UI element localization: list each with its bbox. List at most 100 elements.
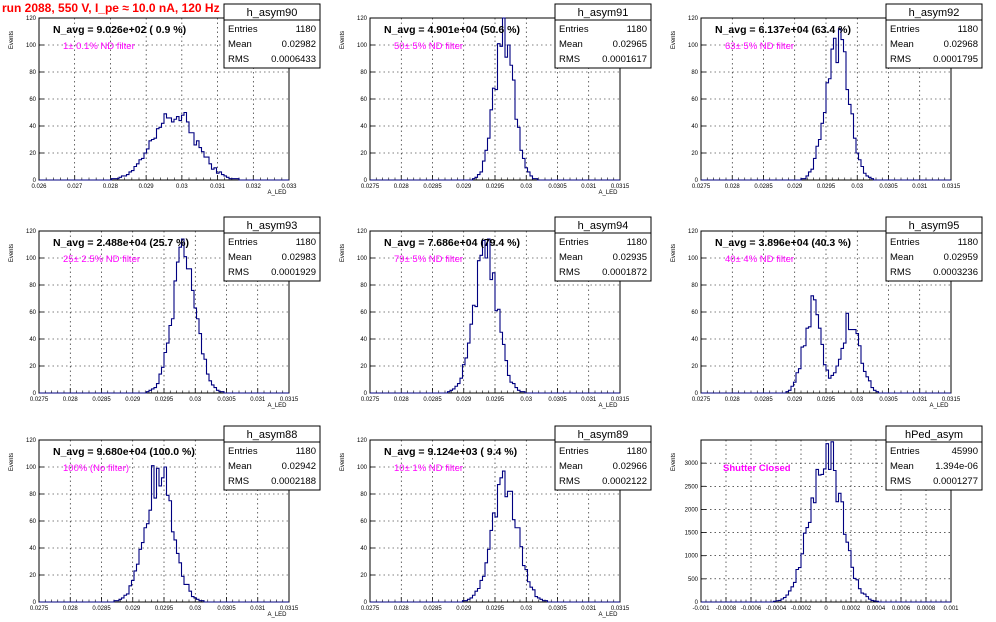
filter-annotation: 40± 4% ND filter: [725, 254, 794, 265]
stats-label: Entries: [228, 24, 258, 35]
x-tick-label: 0.03: [176, 184, 188, 190]
y-tick-label: 40: [29, 546, 36, 552]
x-axis-label: A_LED: [598, 612, 618, 618]
y-tick-label: 60: [29, 97, 36, 103]
y-tick-label: 40: [360, 337, 367, 343]
histogram-series-h_asym94: [370, 238, 620, 394]
y-tick-label: 80: [29, 70, 36, 76]
stats-label: RMS: [559, 476, 580, 487]
x-tick-label: 0.0305: [879, 397, 898, 403]
histogram-name: hPed_asym: [905, 429, 963, 441]
y-tick-label: 100: [688, 43, 699, 49]
stats-label: RMS: [890, 267, 911, 278]
y-axis-label: Events: [671, 244, 677, 262]
y-tick-label: 120: [357, 16, 368, 22]
x-tick-label: 0: [824, 606, 828, 612]
stats-value: 0.02935: [613, 252, 647, 263]
filter-annotation: 79± 5% ND filter: [394, 254, 463, 265]
x-tick-label: 0.0004: [867, 606, 886, 612]
y-tick-label: 100: [26, 43, 37, 49]
x-tick-label: 0.0305: [217, 606, 236, 612]
stats-value: 0.0001872: [602, 267, 647, 278]
x-axis-label: A_LED: [267, 403, 287, 409]
x-tick-label: 0.0275: [361, 397, 380, 403]
histogram-panel-h_asym94: 0.0275 0.028 0.0285 0.029 0.0295 0.03 0.0305 0.…: [340, 216, 652, 409]
y-axis-label: Events: [9, 31, 15, 49]
x-tick-label: -0.0006: [741, 606, 762, 612]
stats-label: RMS: [890, 54, 911, 65]
x-tick-label: 0.0295: [155, 606, 174, 612]
x-tick-label: 0.03: [520, 397, 532, 403]
stats-value: 0.02983: [282, 252, 316, 263]
y-tick-label: 20: [360, 573, 367, 579]
stats-value: 0.0001617: [602, 54, 647, 65]
x-tick-label: 0.0315: [942, 184, 961, 190]
stats-value: 1180: [958, 237, 978, 248]
stats-box: [885, 216, 983, 282]
x-tick-label: 0.0295: [155, 397, 174, 403]
x-tick-label: 0.0315: [611, 184, 630, 190]
x-tick-label: 0.031: [912, 184, 928, 190]
stats-value: 0.02942: [282, 461, 316, 472]
x-axis-label: A_LED: [598, 190, 618, 196]
stats-label: Entries: [890, 237, 920, 248]
y-tick-label: 80: [29, 492, 36, 498]
y-tick-label: 0: [364, 600, 368, 606]
y-tick-label: 80: [360, 492, 367, 498]
histogram-name: h_asym94: [578, 220, 629, 232]
stats-box: [885, 3, 983, 69]
navg-text: N_avg = 4.901e+04 (50.6 %): [384, 24, 520, 36]
x-tick-label: 0.03: [189, 397, 201, 403]
stats-label: Entries: [890, 446, 920, 457]
y-tick-label: 60: [360, 310, 367, 316]
stats-value: 0.0001795: [933, 54, 978, 65]
navg-text: N_avg = 7.686e+04 (79.4 %): [384, 237, 520, 249]
y-tick-label: 120: [26, 438, 37, 444]
x-tick-label: 0.031: [250, 397, 266, 403]
x-tick-label: 0.033: [281, 184, 297, 190]
y-tick-label: 1500: [685, 531, 699, 537]
stats-label: RMS: [890, 476, 911, 487]
x-tick-label: 0.0315: [611, 397, 630, 403]
histogram-panel-h_asym91: 0.0275 0.028 0.0285 0.029 0.0295 0.03 0.0305 0.…: [340, 3, 652, 196]
stats-label: RMS: [228, 267, 249, 278]
y-tick-label: 40: [360, 124, 367, 130]
x-tick-label: 0.028: [63, 606, 79, 612]
run-title: run 2088, 550 V, I_pe ≈ 10.0 nA, 120 Hz: [2, 1, 220, 15]
stats-label: Mean: [559, 39, 583, 50]
y-tick-label: 20: [691, 364, 698, 370]
histogram-series-h_asym89: [370, 470, 620, 603]
y-tick-label: 0: [33, 600, 37, 606]
x-tick-label: 0.029: [456, 606, 472, 612]
stats-label: Entries: [890, 24, 920, 35]
histogram-series-h_asym90: [39, 111, 289, 181]
x-tick-label: 0.0305: [548, 397, 567, 403]
histogram-panel-h_asym89: 0.0275 0.028 0.0285 0.029 0.0295 0.03 0.0305 0.…: [340, 425, 652, 618]
x-tick-label: 0.031: [912, 397, 928, 403]
x-tick-label: 0.028: [725, 397, 741, 403]
histogram-series-h_asym92: [701, 28, 951, 181]
y-axis-label: Events: [9, 244, 15, 262]
histogram-series-h_asym93: [39, 238, 289, 394]
x-tick-label: 0.0275: [361, 606, 380, 612]
stats-box: [554, 425, 652, 491]
stats-value: 1180: [296, 24, 316, 35]
stats-value: 0.02966: [613, 461, 647, 472]
x-tick-label: 0.028: [394, 184, 410, 190]
stats-box: [554, 3, 652, 69]
y-tick-label: 60: [691, 310, 698, 316]
y-tick-label: 20: [691, 151, 698, 157]
histogram-panel-h_asym92: 0.0275 0.028 0.0285 0.029 0.0295 0.03 0.0305 0.…: [671, 3, 983, 190]
stats-value: 1180: [627, 237, 647, 248]
y-tick-label: 60: [360, 97, 367, 103]
y-tick-label: 2000: [685, 507, 699, 513]
histogram-panel-hPed_asym: -0.001 -0.0008 -0.0006 -0.0004 -0.0002 0 0.000…: [671, 425, 983, 612]
histogram-name: h_asym92: [909, 7, 960, 19]
x-tick-label: 0.0295: [817, 397, 836, 403]
stats-box: [223, 216, 321, 282]
x-tick-label: 0.0295: [486, 184, 505, 190]
histogram-name: h_asym89: [578, 429, 629, 441]
y-axis-label: Events: [671, 31, 677, 49]
y-tick-label: 120: [357, 229, 368, 235]
